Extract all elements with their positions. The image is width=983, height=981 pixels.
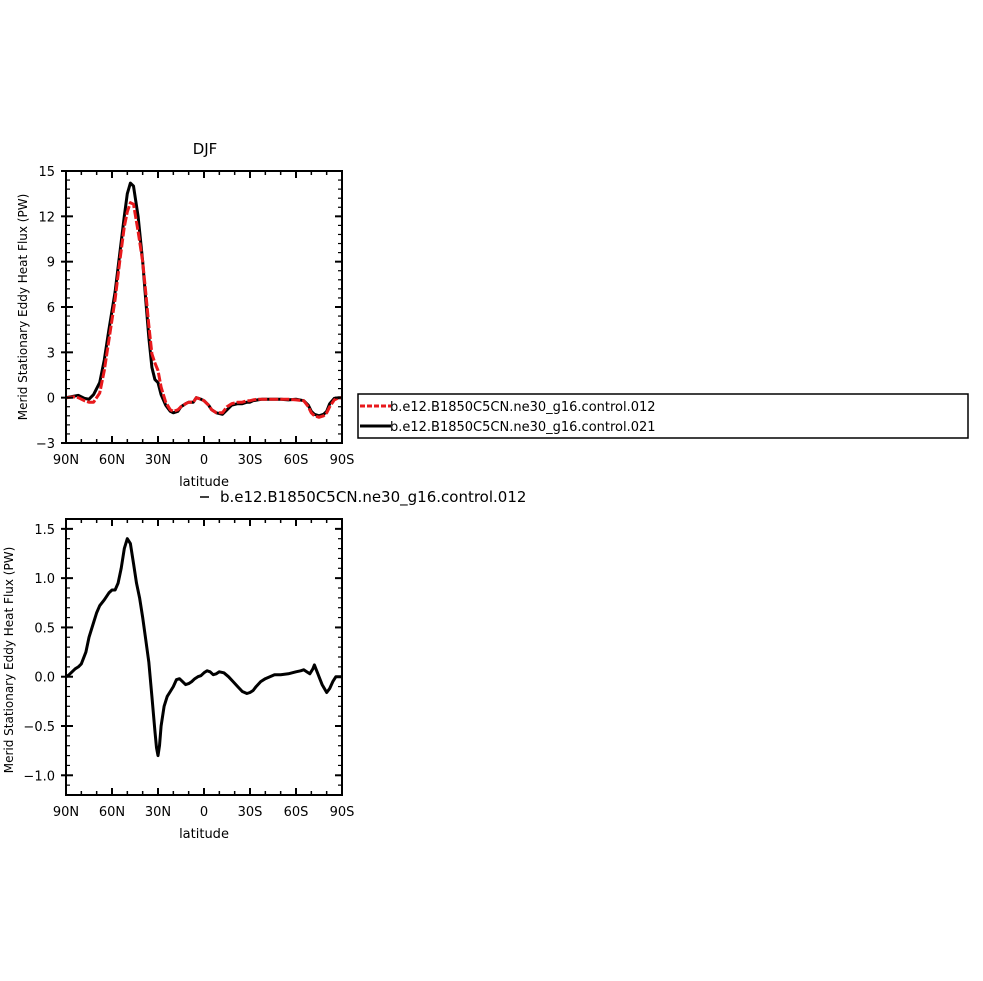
y-tick-label: 0	[47, 392, 55, 407]
y-tick-label: 9	[47, 256, 55, 271]
x-tick-label: 30N	[145, 453, 171, 468]
y-tick-label: −1.0	[23, 769, 55, 784]
y-axis-label: Merid Stationary Eddy Heat Flux (PW)	[2, 547, 16, 774]
y-tick-label: 1.5	[34, 523, 55, 538]
chart-title: b.e12.B1850C5CN.ne30_g16.control.012	[220, 488, 526, 507]
x-tick-label: 30S	[238, 453, 263, 468]
x-tick-label: 0	[200, 453, 208, 468]
x-tick-label: 90S	[330, 805, 355, 820]
x-tick-label: 60S	[284, 805, 309, 820]
panel-difference: b.e12.B1850C5CN.ne30_g16.control.012 90N…	[2, 488, 526, 842]
x-axis-label: latitude	[179, 827, 229, 842]
x-tick-label: 90N	[53, 805, 79, 820]
x-tick-label: 0	[200, 805, 208, 820]
y-tick-label: −3	[36, 437, 55, 452]
legend-label-0: b.e12.B1850C5CN.ne30_g16.control.012	[390, 400, 656, 415]
y-tick-label: 12	[38, 210, 55, 225]
series-line-1	[65, 201, 342, 419]
plot-frame	[65, 518, 343, 796]
chart-title: DJF	[193, 140, 218, 158]
legend-label-1: b.e12.B1850C5CN.ne30_g16.control.021	[390, 420, 656, 435]
x-tick-label: 30N	[145, 805, 171, 820]
y-tick-label: 15	[38, 165, 55, 180]
legend: b.e12.B1850C5CN.ne30_g16.control.012 b.e…	[357, 393, 969, 439]
y-tick-label: 1.0	[34, 572, 55, 587]
x-tick-label: 90S	[330, 453, 355, 468]
y-tick-label: 0.0	[34, 671, 55, 686]
series-line-0	[65, 537, 342, 758]
panel-djf: DJF 90N 60N 30N 0 30S 60S 90S −3 0 3 6 9 12 15 latitu…	[16, 140, 354, 490]
y-tick-label: 3	[47, 346, 55, 361]
x-axis-label: latitude	[179, 475, 229, 490]
legend-box	[357, 393, 969, 439]
series-line-0	[65, 181, 342, 418]
x-tick-label: 60N	[99, 453, 125, 468]
y-tick-label: 6	[47, 301, 55, 316]
x-tick-label: 60S	[284, 453, 309, 468]
y-tick-label: 0.5	[34, 621, 55, 636]
y-axis-label: Merid Stationary Eddy Heat Flux (PW)	[16, 194, 30, 421]
x-tick-label: 30S	[238, 805, 263, 820]
y-tick-label: −0.5	[23, 720, 55, 735]
x-tick-label: 90N	[53, 453, 79, 468]
x-tick-label: 60N	[99, 805, 125, 820]
